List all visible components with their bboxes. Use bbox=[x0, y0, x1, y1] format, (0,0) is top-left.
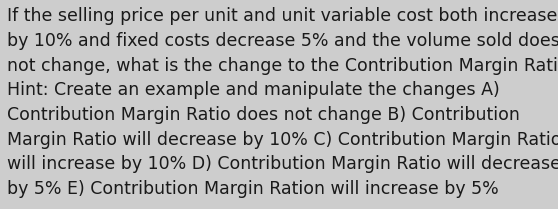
Text: will increase by 10% D) Contribution Margin Ratio will decrease: will increase by 10% D) Contribution Mar… bbox=[7, 155, 558, 173]
Text: not change, what is the change to the Contribution Margin Ratio?: not change, what is the change to the Co… bbox=[7, 57, 558, 75]
Text: by 10% and fixed costs decrease 5% and the volume sold does: by 10% and fixed costs decrease 5% and t… bbox=[7, 32, 558, 50]
Text: Contribution Margin Ratio does not change B) Contribution: Contribution Margin Ratio does not chang… bbox=[7, 106, 519, 124]
Text: If the selling price per unit and unit variable cost both increase: If the selling price per unit and unit v… bbox=[7, 7, 557, 25]
Text: Margin Ratio will decrease by 10% C) Contribution Margin Ration: Margin Ratio will decrease by 10% C) Con… bbox=[7, 131, 558, 149]
Text: Hint: Create an example and manipulate the changes A): Hint: Create an example and manipulate t… bbox=[7, 81, 499, 99]
Text: by 5% E) Contribution Margin Ration will increase by 5%: by 5% E) Contribution Margin Ration will… bbox=[7, 180, 498, 198]
